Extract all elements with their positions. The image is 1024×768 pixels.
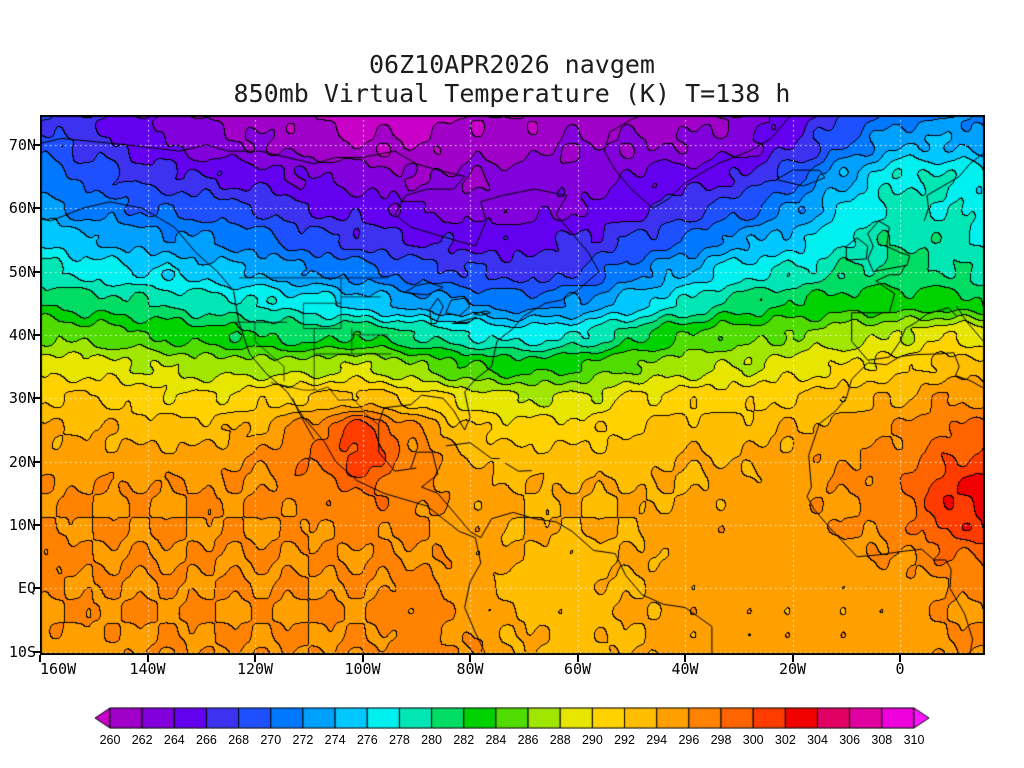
colorbar-tick-label: 310 [903,733,925,747]
colorbar-tick-label: 288 [549,733,571,747]
lat-tick-mark [33,587,40,590]
lon-tick-label: 0 [895,660,905,678]
lon-tick-label: 80W [456,660,484,678]
colorbar-tick-label: 272 [292,733,314,747]
lon-tick-label: 40W [671,660,699,678]
colorbar-tick-label: 278 [389,733,410,747]
colorbar-tick-label: 266 [196,733,217,747]
colorbar-tick-label: 290 [581,733,603,747]
colorbar-tick-label: 306 [839,733,861,747]
colorbar-tick-label: 308 [871,733,893,747]
lat-tick-mark [33,207,40,210]
lon-tick-mark [361,655,364,662]
lat-tick-mark [33,650,40,653]
map-canvas [40,115,985,655]
colorbar-tick-label: 260 [99,733,121,747]
lon-tick-mark [254,655,257,662]
colorbar-tick-label: 298 [710,733,732,747]
lat-tick-mark [33,460,40,463]
lon-tick-mark [684,655,687,662]
lat-tick-label: 20N [8,452,36,471]
colorbar-tick-label: 274 [324,733,346,747]
colorbar-canvas [94,707,930,729]
lon-tick-label: 100W [344,660,381,678]
lat-tick-label: 60N [8,199,36,218]
lat-tick-label: 50N [8,262,36,281]
colorbar-tick-label: 296 [678,733,700,747]
colorbar-tick-label: 294 [646,733,668,747]
colorbar-tick-label: 292 [614,733,635,747]
colorbar-tick-label: 286 [517,733,539,747]
colorbar-tick-label: 268 [228,733,250,747]
lat-tick-mark [33,143,40,146]
lon-tick-mark [39,655,41,662]
lon-tick-label: 160W [40,660,77,678]
lon-tick-label: 120W [236,660,274,678]
lat-tick-label: 10S [8,642,36,661]
colorbar-tick-label: 284 [485,733,507,747]
colorbar-tick-label: 262 [131,733,153,747]
lat-tick-mark [33,397,40,400]
colorbar-tick-label: 264 [163,733,185,747]
colorbar-tick-label: 280 [421,733,443,747]
chart-subtitle: 850mb Virtual Temperature (K) T=138 h [233,79,791,108]
lon-tick-mark [146,655,149,662]
colorbar-tick-label: 270 [260,733,282,747]
lat-tick-label: EQ [17,579,36,598]
lat-tick-mark [33,270,40,273]
colorbar-tick-label: 276 [356,733,378,747]
colorbar-tick-label: 300 [742,733,764,747]
lat-tick-label: 10N [8,516,36,535]
colorbar-tick-label: 282 [453,733,475,747]
lat-tick-label: 30N [8,389,36,408]
colorbar-tick-label: 302 [774,733,796,747]
lon-tick-label: 60W [563,660,592,678]
lon-tick-mark [899,655,902,662]
lat-tick-label: 70N [8,135,36,154]
lon-tick-mark [469,655,472,662]
lon-tick-label: 20W [779,660,807,678]
lat-tick-mark [33,524,40,527]
colorbar-tick-label: 304 [807,733,828,747]
lat-tick-label: 40N [8,325,36,344]
lon-tick-mark [576,655,579,662]
chart-title: 06Z10APR2026 navgem [369,50,655,79]
lon-tick-mark [791,655,794,662]
lon-tick-label: 140W [129,660,166,678]
lat-tick-mark [33,333,40,336]
